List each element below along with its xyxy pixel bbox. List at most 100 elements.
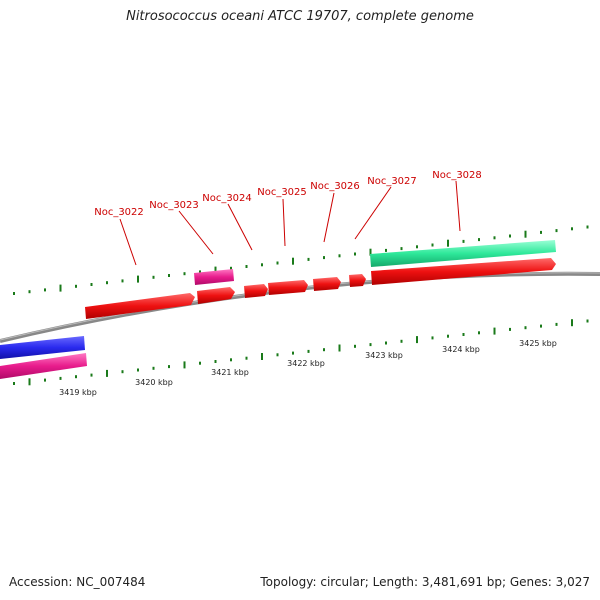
leader-line	[354, 186, 392, 240]
major-tick	[292, 257, 294, 265]
minor-tick	[292, 351, 294, 355]
minor-tick	[75, 284, 77, 288]
major-tick	[106, 369, 108, 377]
minor-tick	[245, 265, 248, 268]
ruler-label: 3421 kbp	[211, 368, 249, 377]
minor-tick	[509, 327, 511, 331]
minor-tick	[44, 288, 46, 292]
gene-feature-noc-3025[interactable]	[268, 280, 308, 295]
gene-label-noc-3023[interactable]: Noc_3023	[149, 200, 199, 211]
major-tick	[524, 230, 527, 238]
minor-tick	[462, 333, 465, 336]
major-tick	[447, 239, 449, 247]
minor-tick	[261, 263, 263, 267]
minor-tick	[478, 238, 480, 242]
reverse-gene-feature[interactable]	[0, 336, 85, 359]
minor-tick	[540, 324, 542, 328]
major-tick	[214, 266, 217, 274]
major-tick	[571, 319, 573, 327]
minor-tick	[44, 378, 46, 382]
minor-tick	[338, 254, 341, 258]
minor-tick	[168, 365, 170, 369]
minor-tick	[276, 261, 279, 265]
minor-tick	[447, 334, 449, 338]
minor-tick	[431, 336, 434, 340]
major-tick	[416, 336, 418, 344]
minor-tick	[307, 257, 310, 261]
minor-tick	[369, 343, 372, 347]
gene-label-noc-3027[interactable]: Noc_3027	[367, 176, 417, 187]
gene-label-noc-3024[interactable]: Noc_3024	[202, 193, 252, 204]
major-tick	[338, 344, 341, 352]
minor-tick	[121, 279, 124, 283]
minor-tick	[75, 375, 77, 379]
leader-line	[227, 203, 253, 251]
major-tick	[493, 327, 496, 335]
major-tick	[261, 353, 263, 360]
gene-label-group: Noc_3022 Noc_3023 Noc_3024 Noc_3025 Noc_…	[94, 170, 482, 266]
leader-line	[455, 180, 461, 232]
feature-track	[0, 240, 556, 379]
gene-feature-noc-3024[interactable]	[244, 284, 268, 298]
minor-tick	[400, 247, 403, 251]
gene-feature-noc-3023[interactable]	[197, 287, 235, 304]
minor-tick	[586, 225, 589, 229]
minor-tick	[152, 366, 155, 370]
upper-tick-track	[13, 225, 589, 295]
genome-summary-text: Topology: circular; Length: 3,481,691 bp…	[260, 575, 590, 589]
minor-tick	[13, 382, 15, 385]
major-tick	[369, 248, 372, 256]
minor-tick	[90, 283, 93, 286]
minor-tick	[230, 358, 232, 362]
minor-tick	[28, 290, 31, 294]
minor-tick	[59, 376, 62, 380]
minor-tick	[230, 266, 232, 270]
minor-tick	[323, 348, 325, 352]
lower-tick-track	[13, 319, 589, 386]
minor-tick	[509, 234, 511, 238]
gene-label-noc-3028[interactable]: Noc_3028	[432, 170, 482, 181]
minor-tick	[137, 368, 139, 372]
minor-tick	[555, 229, 558, 233]
ruler-label: 3424 kbp	[442, 345, 480, 354]
minor-tick	[354, 252, 356, 256]
gene-feature-noc-3027[interactable]	[349, 274, 366, 287]
minor-tick	[168, 274, 170, 277]
ruler-label: 3423 kbp	[365, 351, 403, 360]
minor-tick	[524, 326, 527, 330]
major-tick	[183, 361, 186, 369]
major-tick	[28, 378, 31, 386]
minor-tick	[13, 292, 15, 295]
reverse-rna-feature[interactable]	[0, 353, 87, 379]
minor-tick	[540, 230, 542, 234]
major-tick	[59, 284, 62, 292]
minor-tick	[416, 245, 418, 249]
minor-tick	[245, 356, 248, 360]
ruler-label: 3420 kbp	[135, 378, 173, 387]
rna-feature-noc-3023[interactable]	[194, 269, 234, 285]
gene-label-noc-3026[interactable]: Noc_3026	[310, 181, 360, 192]
minor-tick	[462, 239, 465, 243]
minor-tick	[276, 353, 279, 357]
minor-tick	[106, 281, 108, 285]
gene-label-noc-3022[interactable]: Noc_3022	[94, 207, 144, 218]
minor-tick	[400, 339, 403, 343]
minor-tick	[90, 373, 93, 377]
minor-tick	[214, 360, 217, 363]
minor-tick	[152, 275, 155, 279]
minor-tick	[183, 272, 186, 276]
gene-feature-noc-3028[interactable]	[371, 258, 556, 285]
minor-tick	[385, 248, 387, 252]
gene-feature-noc-3022[interactable]	[85, 293, 195, 319]
minor-tick	[385, 341, 387, 345]
map-title: Nitrosococcus oceani ATCC 19707, complet…	[126, 9, 474, 24]
gene-label-noc-3025[interactable]: Noc_3025	[257, 187, 307, 198]
ruler-label: 3419 kbp	[59, 388, 97, 397]
gene-feature-noc-3026[interactable]	[313, 277, 341, 291]
highlight-region[interactable]	[370, 240, 556, 267]
minor-tick	[586, 319, 589, 323]
leader-line	[178, 210, 214, 255]
minor-tick	[431, 243, 434, 247]
minor-tick	[354, 344, 356, 348]
